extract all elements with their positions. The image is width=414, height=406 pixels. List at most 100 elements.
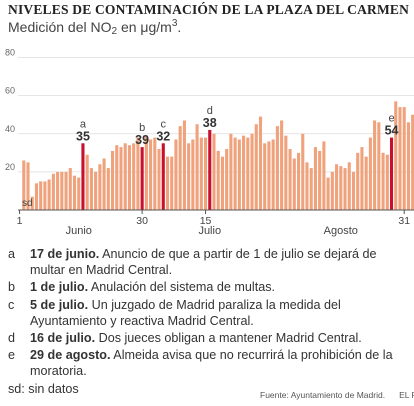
highlight-bar bbox=[140, 147, 144, 210]
note-text: Anulación del sistema de multas. bbox=[88, 280, 276, 295]
bar bbox=[284, 135, 288, 210]
bar bbox=[398, 107, 402, 210]
bar bbox=[385, 154, 389, 210]
note-letter: d bbox=[8, 331, 16, 346]
bar bbox=[212, 133, 216, 210]
brand-text: EL PAÍS bbox=[399, 390, 414, 400]
bar bbox=[157, 149, 161, 210]
note-text: Dos jueces obligan a mantener Madrid Cen… bbox=[95, 331, 362, 346]
bar bbox=[39, 181, 43, 210]
highlight-bar bbox=[81, 143, 85, 210]
bar bbox=[394, 101, 398, 210]
bar bbox=[368, 137, 372, 210]
bar bbox=[127, 145, 132, 210]
subtitle-subscript: 2 bbox=[111, 26, 118, 37]
bar bbox=[94, 171, 98, 210]
bar bbox=[402, 107, 406, 210]
bar bbox=[187, 143, 191, 210]
bar bbox=[191, 139, 195, 210]
bar bbox=[203, 137, 208, 210]
bar bbox=[351, 171, 356, 210]
bar bbox=[119, 147, 123, 210]
x-tick-label: Julio bbox=[198, 225, 221, 237]
bar bbox=[26, 162, 30, 210]
x-tick-label: Agosto bbox=[324, 225, 358, 237]
note-body: 1 de julio. Anulación del sistema de mul… bbox=[30, 279, 275, 295]
subtitle-superscript: 3 bbox=[171, 18, 178, 29]
bar bbox=[364, 156, 368, 210]
footer: Fuente: Ayuntamiento de Madrid. EL PAÍS bbox=[260, 390, 414, 400]
bar bbox=[343, 168, 347, 210]
bar bbox=[296, 152, 301, 210]
y-tick-label: 20 bbox=[5, 162, 15, 172]
note-body: 5 de julio. Un juzgado de Madrid paraliz… bbox=[30, 297, 408, 329]
bar bbox=[377, 122, 381, 210]
bar bbox=[360, 147, 364, 210]
bar bbox=[225, 149, 229, 210]
bar bbox=[22, 160, 26, 210]
bar bbox=[144, 135, 148, 210]
note-date: 17 de junio. bbox=[30, 247, 100, 261]
bar bbox=[68, 168, 72, 210]
bar bbox=[34, 183, 39, 210]
missing-data-note: sd: sin datos bbox=[8, 381, 79, 396]
bar bbox=[250, 133, 254, 210]
bar bbox=[182, 120, 186, 210]
bar bbox=[280, 120, 284, 210]
bar bbox=[56, 171, 60, 210]
bar bbox=[326, 177, 330, 210]
highlight-value-label: 32 bbox=[156, 129, 170, 143]
bar bbox=[229, 133, 233, 210]
bar bbox=[309, 168, 313, 210]
note-item: a 17 de junio. Anuncio de que a partir de… bbox=[8, 246, 408, 278]
bar bbox=[258, 116, 263, 210]
bar bbox=[254, 124, 258, 210]
bar bbox=[72, 175, 77, 210]
bar bbox=[60, 171, 64, 210]
y-tick-label: 40 bbox=[5, 124, 15, 134]
note-date: 29 de agosto. bbox=[30, 348, 111, 363]
highlight-letter-label: b bbox=[139, 122, 145, 134]
highlight-bar bbox=[389, 137, 394, 210]
bar bbox=[242, 135, 246, 210]
bar bbox=[43, 181, 47, 210]
bar bbox=[318, 150, 322, 210]
note-date: 5 de julio. bbox=[30, 297, 89, 312]
bar bbox=[292, 158, 296, 210]
highlight-value-label: 54 bbox=[385, 124, 399, 138]
x-tick-label: 1 bbox=[17, 215, 23, 227]
bar bbox=[406, 122, 410, 210]
bar bbox=[216, 150, 220, 210]
note-letter: a bbox=[8, 247, 16, 261]
missing-data-label: sd bbox=[22, 198, 33, 209]
note-date: 16 de julio. bbox=[30, 331, 96, 346]
bar bbox=[339, 166, 343, 210]
note-text: Un juzgado de Madrid paraliza la medida … bbox=[30, 297, 341, 328]
bar bbox=[30, 196, 34, 210]
note-text: Anuncio de que a partir de 1 de julio se… bbox=[30, 247, 377, 278]
bar bbox=[98, 164, 102, 210]
bar bbox=[301, 133, 305, 210]
note-item: d 16 de julio. Dos jueces obligan a mante… bbox=[8, 330, 408, 346]
bar bbox=[381, 152, 385, 210]
bar bbox=[233, 137, 237, 210]
chart-title: NIVELES DE CONTAMINACIÓN DE LA PLAZA DEL… bbox=[8, 2, 410, 17]
highlight-value-label: 39 bbox=[135, 133, 149, 147]
bar bbox=[246, 137, 250, 210]
bar bbox=[85, 154, 89, 210]
bar bbox=[77, 177, 81, 210]
note-text: Almeida avisa que no recurrirá la prohib… bbox=[30, 348, 393, 379]
note-letter: e bbox=[8, 348, 16, 363]
y-tick-label: 60 bbox=[5, 86, 15, 96]
bar bbox=[356, 152, 360, 210]
highlight-letter-label: e bbox=[388, 113, 394, 125]
bar bbox=[102, 158, 106, 210]
bar bbox=[411, 114, 414, 210]
bar bbox=[322, 141, 326, 210]
x-tick-label: 30 bbox=[136, 215, 148, 227]
note-date: 1 de julio. bbox=[30, 280, 89, 295]
highlight-letter-label: d bbox=[207, 105, 213, 117]
bar bbox=[64, 171, 68, 210]
bar bbox=[165, 156, 170, 210]
bar bbox=[275, 126, 279, 210]
